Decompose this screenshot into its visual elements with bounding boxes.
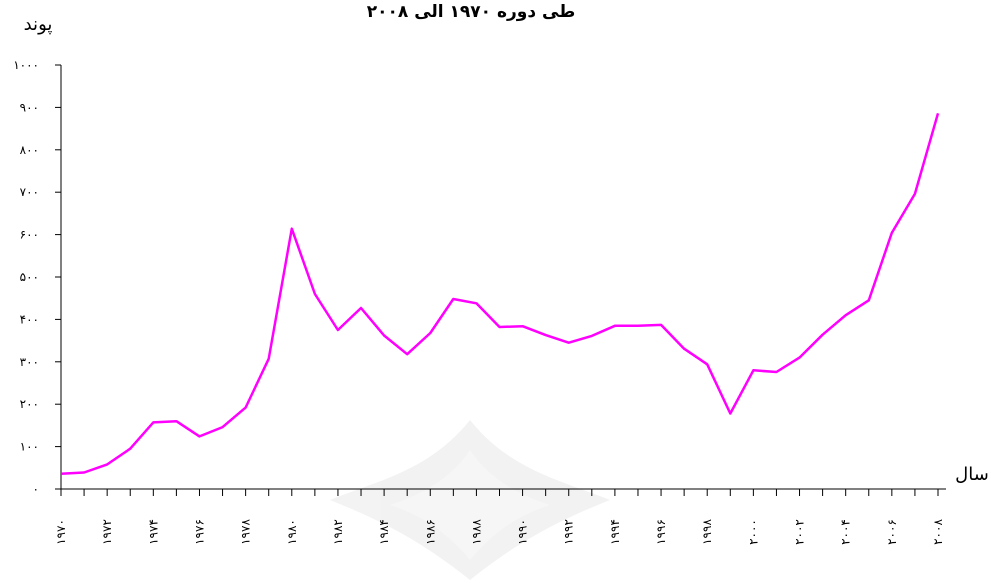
- y-tick-label: ۳۰۰: [20, 355, 39, 369]
- y-tick-labels: ۰ ۱۰۰ ۲۰۰ ۳۰۰ ۴۰۰ ۵۰۰ ۶۰۰ ۷۰۰ ۸۰۰ ۹۰۰ ۱۰۰۰: [13, 58, 61, 496]
- x-tick-label: ۱۹۹۰: [516, 519, 530, 545]
- x-tick-labels: ۱۹۷۰ ۱۹۷۲ ۱۹۷۴ ۱۹۷۶ ۱۹۷۸ ۱۹۸۰ ۱۹۸۲ ۱۹۸۴ ۱۹۸۶ ۱۹۸۸…: [54, 489, 945, 545]
- x-tick-label: ۱۹۹۸: [700, 519, 714, 545]
- y-tick-label: ۲۰۰: [20, 397, 39, 411]
- y-tick-label: ۱۰۰: [20, 440, 39, 454]
- x-tick-label: ۱۹۷۴: [146, 519, 160, 545]
- y-tick-label: ۱۰۰۰: [13, 58, 39, 72]
- x-axis-label: سال: [955, 464, 989, 485]
- y-tick-label: ۶۰۰: [20, 228, 39, 242]
- x-tick-label: ۱۹۹۶: [654, 519, 668, 545]
- x-tick-label: ۱۹۸۶: [423, 519, 437, 545]
- y-tick-label: ۸۰۰: [20, 143, 39, 157]
- x-tick-label: ۱۹۷۲: [100, 519, 114, 545]
- x-tick-label: ۲۰۰۶: [885, 519, 899, 545]
- x-tick-label: ۱۹۸۴: [377, 519, 391, 545]
- chart-title: طی دوره ۱۹۷۰ الی ۲۰۰۸: [367, 2, 575, 22]
- x-tick-label: ۲۰۰۰: [746, 519, 760, 545]
- axes: [60, 65, 946, 490]
- x-tick-label: ۲۰۰۴: [839, 519, 853, 545]
- y-tick-label: ۹۰۰: [20, 100, 39, 114]
- x-tick-label: ۱۹۹۴: [608, 519, 622, 545]
- y-tick-label: ۰: [33, 482, 39, 496]
- y-tick-label: ۷۰۰: [20, 185, 39, 199]
- watermark-logo: [330, 420, 610, 580]
- y-axis-label: پوند: [24, 14, 53, 35]
- x-tick-label: ۱۹۸۲: [331, 519, 345, 545]
- x-tick-label: ۱۹۷۶: [192, 519, 206, 545]
- y-tick-label: ۴۰۰: [20, 312, 39, 326]
- x-tick-label: ۱۹۸۰: [285, 519, 299, 545]
- x-tick-label: ۲۰۰۸: [931, 519, 945, 545]
- y-tick-label: ۵۰۰: [20, 270, 39, 284]
- series-line: [60, 112, 940, 475]
- x-tick-label: ۱۹۸۸: [469, 519, 483, 545]
- data-series: [60, 112, 940, 475]
- x-tick-label: ۲۰۰۲: [793, 519, 807, 545]
- x-tick-label: ۱۹۹۲: [562, 519, 576, 545]
- x-tick-label: ۱۹۷۸: [239, 519, 253, 545]
- x-tick-label: ۱۹۷۰: [54, 519, 68, 545]
